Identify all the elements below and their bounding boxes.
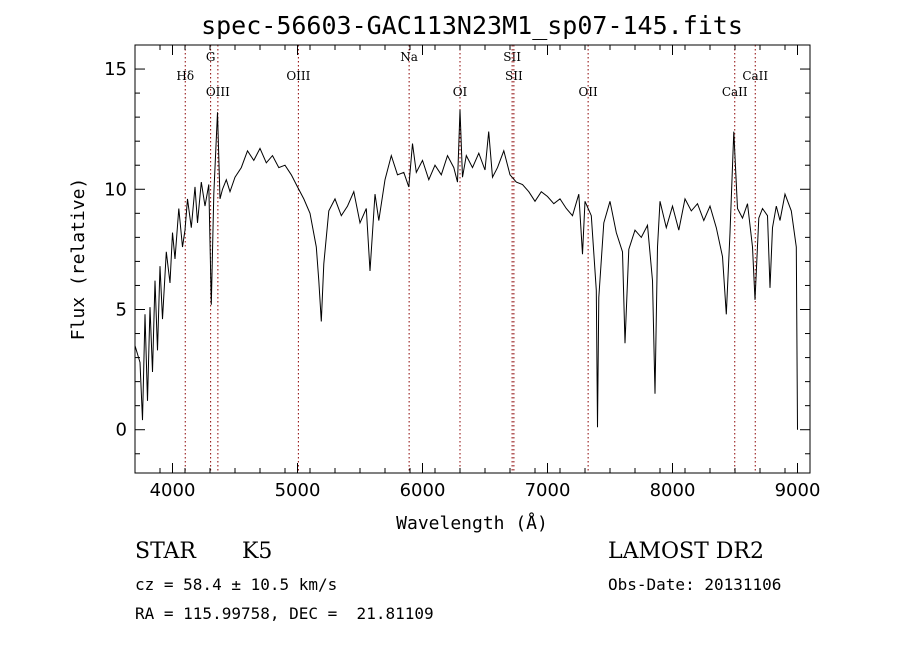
line-marker-label-9: CaII [722, 85, 748, 99]
axis-ticks: 4000 5000 6000 7000 8000 9000 0 5 10 15 [104, 44, 821, 501]
x-tick-label-3: 7000 [525, 480, 571, 501]
spectrum-line-0 [134, 109, 798, 430]
object-subclass: K5 [242, 539, 273, 564]
line-marker-label-0: Hδ [176, 69, 194, 83]
x-tick-label-1: 5000 [275, 480, 321, 501]
x-tick-label-4: 8000 [650, 480, 696, 501]
redshift-readout: cz = 58.4 ± 10.5 km/s [135, 575, 338, 594]
y-tick-label-1: 5 [116, 299, 127, 320]
line-marker-label-2: OIII [206, 85, 230, 99]
emission-line-markers: Hδ G OIII OIII Na OI SII SII OII CaII CaII [176, 45, 768, 473]
chart-title: spec-56603-GAC113N23M1_sp07-145.fits [201, 11, 743, 40]
x-tick-label-5: 9000 [775, 480, 821, 501]
line-marker-label-3: OIII [286, 69, 310, 83]
survey-name: LAMOST DR2 [608, 539, 764, 564]
line-marker-label-5: OI [453, 85, 468, 99]
y-tick-label-2: 10 [104, 179, 127, 200]
line-marker-label-1: G [206, 50, 216, 64]
spectrum-series [134, 109, 798, 430]
y-tick-label-3: 15 [104, 59, 127, 80]
line-marker-label-4: Na [400, 50, 418, 64]
x-tick-label-2: 6000 [400, 480, 446, 501]
object-class: STAR [135, 539, 196, 564]
line-marker-label-6: SII [503, 50, 521, 64]
line-marker-label-8: OII [578, 85, 598, 99]
coordinates: RA = 115.99758, DEC = 21.81109 [135, 604, 434, 623]
line-marker-label-10: CaII [742, 69, 768, 83]
y-tick-label-0: 0 [116, 420, 127, 441]
plot-frame [134, 44, 811, 474]
line-marker-label-7: SII [505, 69, 523, 83]
x-tick-label-0: 4000 [150, 480, 196, 501]
observation-date: Obs-Date: 20131106 [608, 575, 782, 594]
x-axis-label: Wavelength (Å) [396, 512, 548, 534]
y-axis-label: Flux (relative) [68, 178, 89, 341]
